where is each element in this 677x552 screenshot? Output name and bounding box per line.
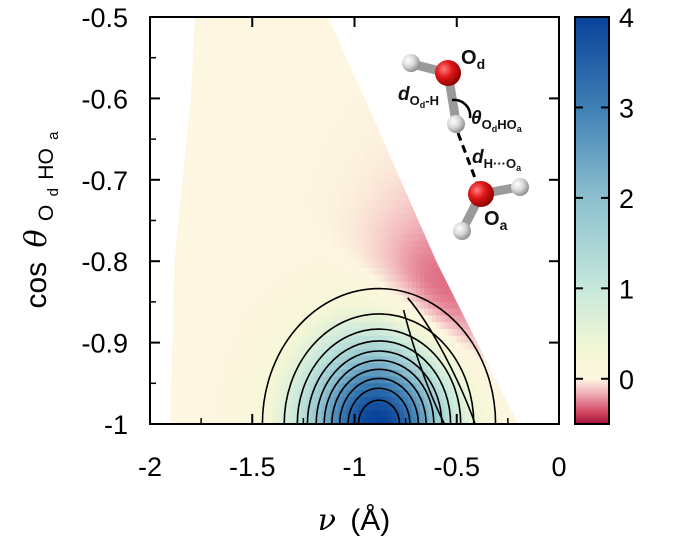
y-tick-label: -0.6 <box>81 84 128 114</box>
colorbar-tick-label: 2 <box>619 184 634 214</box>
y-tick-label: -0.5 <box>81 3 128 33</box>
y-tick-label: -0.8 <box>81 247 128 277</box>
y-tick-label: -1 <box>104 410 128 440</box>
x-tick-label: 0 <box>551 452 566 482</box>
y-axis-title: cos θ O d HO a <box>19 131 65 309</box>
acceptor-oxygen-icon <box>468 181 494 207</box>
contour-line-1 <box>261 287 497 424</box>
colorbar-gradient <box>574 16 610 425</box>
y-axis-prefix: cos <box>20 262 53 309</box>
molecule-inset: Od Oa dOd-H θOdHOa dH···Oa <box>398 47 529 240</box>
angle-label: θOdHOa <box>471 108 523 134</box>
y-axis-tailsub: a <box>45 131 62 140</box>
hbond-distance-label: dH···Oa <box>472 147 522 173</box>
x-tick-label: -1 <box>342 452 366 482</box>
shared-hydrogen-icon <box>447 115 465 133</box>
contour-line-ridge <box>402 297 476 424</box>
x-axis: -2 -1.5 -1 -0.5 0 <box>138 17 567 482</box>
colorbar-tick-label: 4 <box>619 3 634 33</box>
angle-arc <box>451 98 472 119</box>
colorbar-tick-label: 3 <box>619 93 634 123</box>
donor-oxygen-label: Od <box>461 47 485 72</box>
acceptor-oxygen-label: Oa <box>484 208 508 233</box>
x-tick-label: -1.5 <box>229 452 276 482</box>
x-axis-symbol: ν <box>318 503 336 538</box>
donor-oxygen-icon <box>435 60 461 86</box>
donor-hydrogen-icon <box>402 54 420 72</box>
y-tick-label: -0.9 <box>81 329 128 359</box>
colorbar: 4 3 2 1 0 <box>574 3 634 425</box>
y-axis: -0.5 -0.6 -0.7 -0.8 -0.9 -1 <box>81 3 559 440</box>
acceptor-hydrogen-2-icon <box>453 222 471 240</box>
x-axis-unit: (Å) <box>350 504 390 537</box>
x-axis-title: ν (Å) <box>318 503 391 538</box>
x-tick-label: -0.5 <box>433 452 480 482</box>
hydrogen-bond-line <box>456 132 480 187</box>
y-axis-tail: HO <box>35 148 58 180</box>
contour-line-3 <box>296 328 462 424</box>
donor-distance-label: dOd-H <box>398 84 439 110</box>
contour-line-5 <box>315 350 443 424</box>
acceptor-hydrogen-1-icon <box>511 178 529 196</box>
x-tick-label: -2 <box>138 452 162 482</box>
y-axis-symbol: θ <box>19 229 54 247</box>
y-axis-sub: O <box>35 205 58 221</box>
y-tick-label: -0.7 <box>81 166 128 196</box>
colorbar-tick-label: 0 <box>619 365 634 395</box>
y-axis-subsub: d <box>45 188 62 196</box>
colorbar-tick-label: 1 <box>619 274 634 304</box>
contour-line-10 <box>357 399 401 424</box>
